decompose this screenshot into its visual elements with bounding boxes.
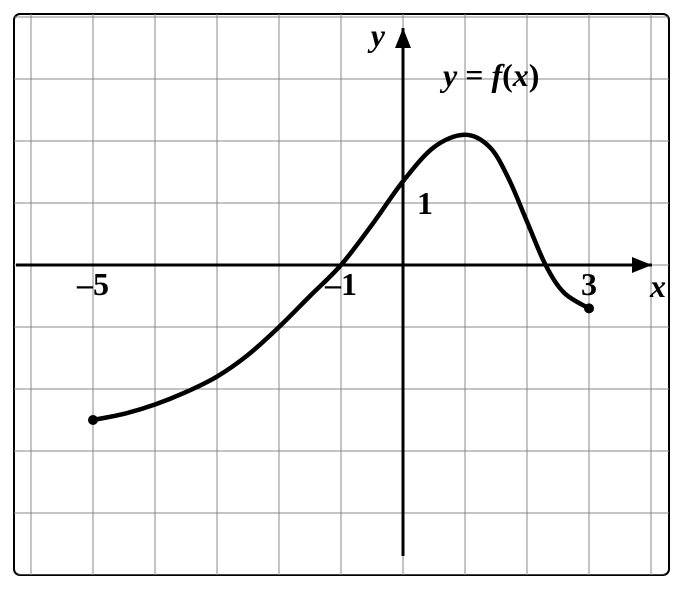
x-tick-label: –1 [324, 266, 357, 302]
function-graph: –5 –1 3 1 y x y = f(x) [0, 0, 683, 589]
chart-container: –5 –1 3 1 y x y = f(x) [0, 0, 683, 589]
x-axis-label: x [649, 268, 666, 304]
x-tick-label: 3 [581, 266, 597, 302]
x-tick-label: –5 [76, 266, 109, 302]
y-axis-label: y [367, 17, 386, 53]
y-tick-label: 1 [417, 185, 433, 221]
function-label: y = f(x) [439, 57, 539, 93]
